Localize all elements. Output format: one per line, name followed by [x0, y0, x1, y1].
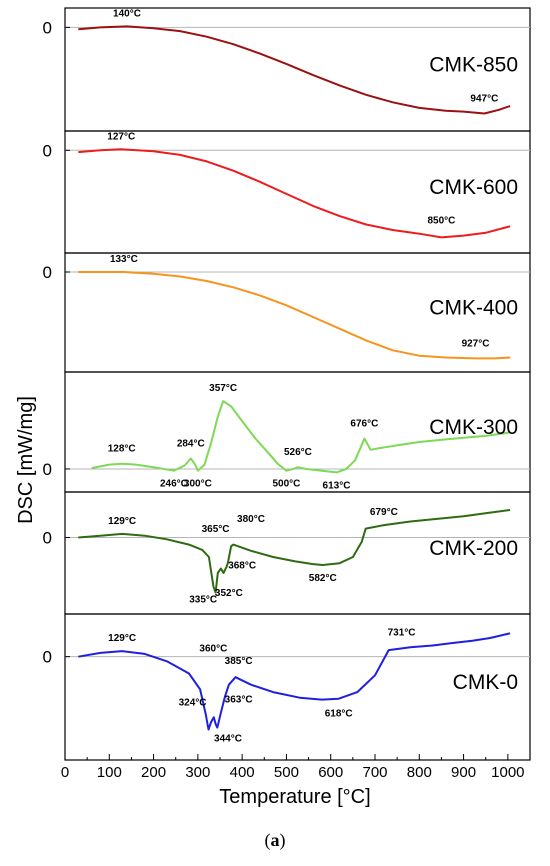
y-tick-label: 0 — [43, 460, 52, 479]
panel-cmk-600: 0 CMK-600 127°C 850°C — [43, 130, 531, 254]
peak-label: 679°C — [370, 507, 398, 518]
x-tick-label: 0 — [61, 764, 69, 781]
series-line-cmk-600 — [78, 148, 511, 239]
series-line-cmk-850 — [78, 25, 511, 115]
y-tick-label: 0 — [43, 141, 52, 160]
x-tick-label: 300 — [185, 764, 210, 781]
x-tick-label: 500 — [274, 764, 299, 781]
panel-cmk-850: 0 CMK-850 140°C 947°C — [43, 7, 531, 132]
peak-label: 676°C — [350, 419, 378, 430]
x-tick-label: 900 — [451, 764, 476, 781]
peak-label: 385°C — [225, 656, 253, 667]
peak-label: 582°C — [309, 573, 337, 584]
peak-label: 360°C — [199, 643, 227, 654]
panel-cmk-300: 0 CMK-300 128°C 246°C 284°C 300°C 357°C 500°C 52… — [43, 371, 531, 493]
y-tick-label: 0 — [43, 648, 52, 667]
peak-label: 500°C — [272, 479, 300, 490]
dsc-chart: 0 CMK-850 140°C 947°C 0 CMK-600 127°C 850°C 0 CMK… — [15, 7, 531, 808]
peak-label: 352°C — [215, 588, 243, 599]
y-tick-label: 0 — [43, 528, 52, 547]
peak-label: 133°C — [110, 254, 138, 265]
panel-cmk-400: 0 CMK-400 133°C 927°C — [43, 252, 531, 373]
x-tick-label: 800 — [407, 764, 432, 781]
peak-label: 128°C — [108, 444, 136, 455]
x-tick-label: 200 — [141, 764, 166, 781]
peak-label: 140°C — [113, 8, 141, 19]
peak-label: 927°C — [462, 338, 490, 349]
series-line-cmk-200 — [78, 509, 511, 594]
panel-cmk-200: 0 CMK-200 129°C 335°C 365°C 352°C 368°C 380°C 58… — [43, 491, 531, 615]
peak-label: 344°C — [214, 734, 242, 745]
x-axis-label: Temperature [°C] — [219, 786, 370, 808]
peak-label: 284°C — [177, 439, 205, 450]
series-label: CMK-850 — [429, 54, 518, 77]
peak-label: 246°C — [160, 479, 188, 490]
peak-label: 129°C — [108, 633, 136, 644]
x-axis: 0 100 200 300 400 500 600 700 800 900 1000 — [61, 754, 525, 781]
series-label: CMK-300 — [429, 416, 518, 439]
peak-label: 526°C — [284, 447, 312, 458]
x-tick-label: 1000 — [491, 764, 524, 781]
series-label: CMK-400 — [429, 297, 518, 320]
peak-label: 380°C — [237, 514, 265, 525]
series-label: CMK-0 — [453, 671, 518, 694]
peak-label: 613°C — [323, 480, 351, 491]
y-axis-label: DSC [mW/mg] — [15, 396, 37, 524]
series-label: CMK-200 — [429, 537, 518, 560]
chart-panels: 0 CMK-850 140°C 947°C 0 CMK-600 127°C 850°C 0 CMK… — [43, 7, 531, 761]
x-tick-label: 700 — [362, 764, 387, 781]
peak-label: 368°C — [228, 561, 256, 572]
peak-label: 731°C — [388, 627, 416, 638]
peak-label: 365°C — [202, 524, 230, 535]
panel-cmk-0: 0 CMK-0 129°C 324°C 360°C 385°C 363°C 344°C 618°… — [43, 613, 531, 761]
caption-letter: a — [270, 830, 280, 850]
peak-label: 618°C — [325, 709, 353, 720]
peak-label: 127°C — [107, 131, 135, 142]
caption-open: ( — [264, 830, 271, 850]
x-tick-label: 400 — [230, 764, 255, 781]
series-line-cmk-0 — [78, 632, 511, 731]
caption-close: ) — [279, 830, 286, 850]
series-line-cmk-300 — [91, 400, 511, 474]
peak-label: 850°C — [427, 215, 455, 226]
x-tick-label: 600 — [318, 764, 343, 781]
series-line-cmk-400 — [78, 271, 511, 360]
peak-label: 335°C — [189, 594, 217, 605]
y-tick-label: 0 — [43, 18, 52, 37]
peak-label: 357°C — [209, 383, 237, 394]
peak-label: 129°C — [108, 516, 136, 527]
peak-label: 947°C — [470, 94, 498, 105]
series-label: CMK-600 — [429, 176, 518, 199]
peak-label: 324°C — [179, 697, 207, 708]
x-tick-label: 100 — [97, 764, 122, 781]
peak-label: 363°C — [225, 695, 253, 706]
peak-label: 300°C — [184, 479, 212, 490]
panel-frame — [64, 613, 531, 761]
figure-caption: (a) — [0, 830, 550, 851]
y-tick-label: 0 — [43, 263, 52, 282]
